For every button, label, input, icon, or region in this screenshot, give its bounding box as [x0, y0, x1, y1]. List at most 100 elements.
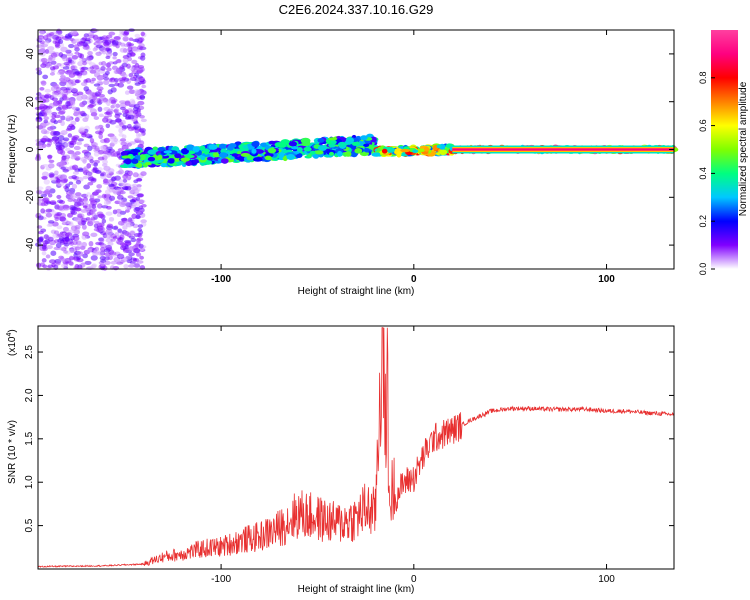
y-tick-label: 0 — [25, 146, 36, 152]
spectrogram-point — [74, 71, 81, 76]
spectrogram-point — [39, 30, 45, 36]
spectrogram-point — [181, 148, 189, 155]
spectrogram-point — [59, 160, 66, 165]
spectrogram-point — [71, 54, 79, 60]
spectrogram-point — [105, 170, 111, 174]
spectrogram-point — [60, 78, 67, 82]
snr-y-ticks: 0.5 1.0 1.5 2.0 2.5 — [24, 345, 674, 533]
spectrogram-point — [44, 88, 52, 93]
spectrogram-point — [135, 214, 141, 219]
spectrogram-point — [45, 212, 53, 218]
spectrogram-point — [36, 262, 42, 269]
spectrogram-point — [199, 145, 206, 151]
spectrogram-point — [60, 75, 66, 79]
colorbar-tick-label: 0.0 — [698, 263, 708, 276]
spectrogram-point — [61, 105, 67, 110]
spectrogram-point — [99, 173, 105, 177]
spectrogram-point — [47, 139, 54, 143]
spectrogram-point — [396, 151, 402, 158]
spectrogram-point — [127, 114, 135, 120]
spectrogram-point — [62, 66, 70, 70]
snr-x-label: Height of straight line (km) — [298, 584, 415, 595]
spectrogram-point — [50, 52, 58, 58]
spectrogram-point — [100, 261, 105, 267]
spectrogram-point — [47, 46, 55, 51]
spectrogram-point — [57, 135, 65, 141]
spectrogram-point — [129, 141, 136, 145]
spectrogram-point — [80, 81, 88, 87]
spectrogram-point — [139, 94, 146, 101]
spectrogram-point — [138, 243, 144, 249]
spectrogram-point — [96, 184, 103, 189]
spectrogram-point — [115, 68, 121, 74]
spectrogram-point — [40, 202, 46, 207]
spectrogram-point — [105, 152, 111, 158]
spectrogram-point — [82, 253, 88, 259]
spectrogram-point — [212, 152, 220, 158]
spectrogram-point — [140, 171, 147, 177]
spectrogram-point — [48, 56, 56, 61]
spectrogram-point — [438, 149, 448, 156]
spectrogram-point — [113, 108, 120, 114]
spectrogram-point — [110, 238, 116, 242]
spectrogram-point — [55, 242, 62, 248]
spectrogram-point — [56, 225, 63, 230]
spectrogram-point — [71, 164, 79, 170]
spectrogram-point — [139, 127, 146, 133]
spectrogram-point — [81, 224, 87, 230]
spectrogram-point — [54, 139, 60, 144]
spectrogram-point — [134, 72, 140, 77]
spectrogram-point — [100, 259, 107, 263]
spectrogram-point — [120, 245, 127, 251]
spectrogram-point — [133, 247, 141, 254]
spectrogram-point — [73, 145, 81, 151]
spectrogram-point — [70, 210, 77, 216]
spectrogram-point — [134, 206, 141, 212]
spectrogram-point — [137, 193, 145, 198]
spectrogram-point — [74, 117, 80, 122]
spectrogram-point — [104, 39, 112, 45]
spectrogram-point — [41, 171, 49, 177]
x-tick-label: 0 — [411, 274, 417, 285]
spectrogram-point — [127, 195, 134, 199]
spectrogram-point — [129, 230, 136, 236]
spectrogram-point — [135, 196, 141, 201]
spectrogram-point — [140, 31, 146, 37]
spectrogram-point — [68, 123, 75, 128]
spectrogram-point — [75, 217, 82, 223]
spectrogram-point — [129, 263, 135, 268]
spectrogram-point — [47, 236, 54, 242]
spectrogram-point — [42, 74, 49, 80]
spectrogram-point — [68, 260, 74, 266]
spectrogram-point — [106, 67, 112, 72]
spectrogram-point — [83, 166, 89, 171]
spectrogram-point — [127, 56, 133, 62]
spectrogram-point — [160, 162, 167, 168]
spectrogram-point — [39, 87, 45, 91]
spectrogram-point — [64, 236, 70, 242]
spectrogram-point — [99, 255, 106, 261]
spectrogram-point — [97, 106, 103, 112]
spectrogram-point — [72, 38, 80, 43]
spectrogram-point — [82, 42, 88, 47]
spectrogram-point — [107, 108, 114, 113]
spectrogram-point — [63, 250, 68, 254]
spectrogram-point — [70, 156, 76, 160]
spectrogram-point — [107, 89, 113, 95]
spectrogram-point — [110, 176, 116, 182]
spectrogram-point — [43, 119, 49, 124]
spectrogram-point — [60, 46, 68, 52]
spectrogram-point — [83, 33, 89, 38]
spectrogram-point — [45, 208, 53, 213]
spectrogram-point — [53, 120, 59, 125]
spectrogram-point — [98, 250, 105, 257]
spectrogram-point — [112, 56, 117, 60]
spectrogram-point — [345, 137, 355, 144]
spectrogram-point — [110, 260, 117, 265]
y-tick-label: 2.0 — [24, 388, 35, 402]
spectrogram-point — [267, 147, 277, 154]
spectrogram-point — [251, 141, 260, 148]
spectrogram-point — [91, 203, 97, 210]
spectrogram-point — [100, 243, 107, 248]
spectrogram-point — [317, 145, 327, 151]
